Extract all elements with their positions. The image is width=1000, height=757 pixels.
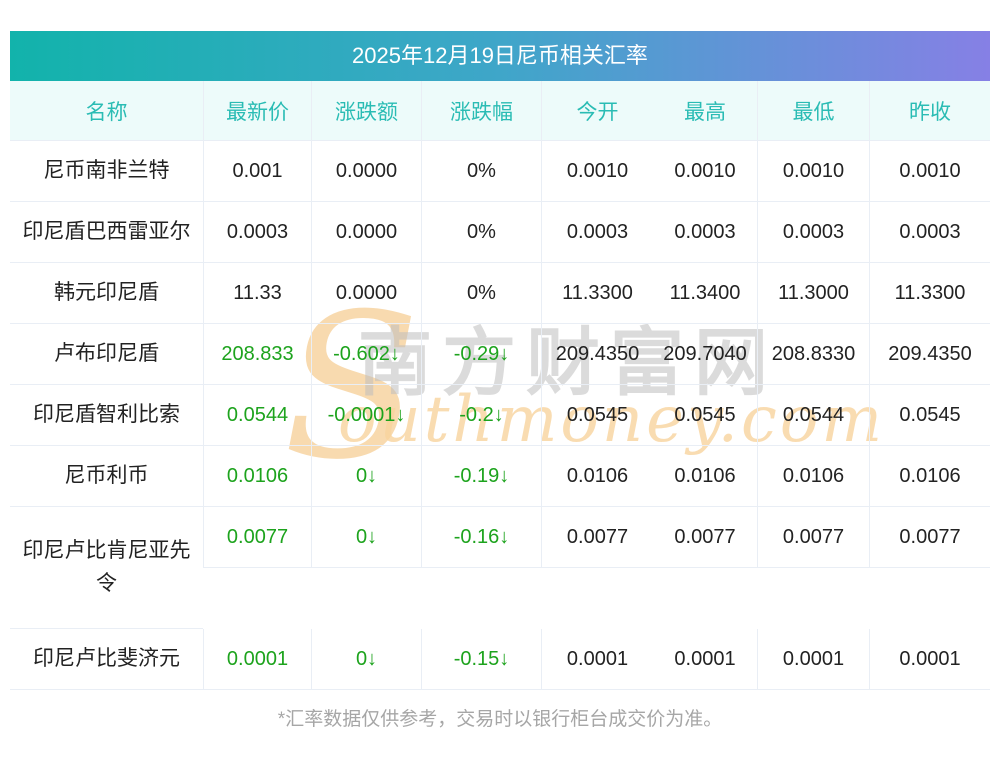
cell-pct: 0% <box>421 141 541 202</box>
cell-open: 11.3300 <box>541 263 653 324</box>
cell-low: 11.3000 <box>757 263 869 324</box>
cell-open: 0.0010 <box>541 141 653 202</box>
cell-high: 0.0003 <box>653 202 757 263</box>
cell-pct: 0% <box>421 202 541 263</box>
cell-high: 209.7040 <box>653 324 757 385</box>
cell-prev: 0.0010 <box>869 141 990 202</box>
cell-name: 韩元印尼盾 <box>10 263 203 324</box>
cell-prev: 0.0106 <box>869 446 990 507</box>
cell-change: 0.0000 <box>311 141 421 202</box>
cell-change: 0.0000 <box>311 263 421 324</box>
cell-open: 0.0077 <box>541 507 653 568</box>
cell-name: 印尼卢比斐济元 <box>10 629 203 690</box>
cell-latest: 208.833 <box>203 324 311 385</box>
table-title: 2025年12月19日尼币相关汇率 <box>10 31 990 81</box>
rates-table: 名称 最新价 涨跌额 涨跌幅 今开 最高 最低 昨收 尼币南非兰特 0.001 0.0000 0% 0.… <box>10 81 990 690</box>
cell-low: 0.0003 <box>757 202 869 263</box>
cell-open: 0.0545 <box>541 385 653 446</box>
cell-prev: 11.3300 <box>869 263 990 324</box>
cell-low: 0.0106 <box>757 446 869 507</box>
cell-latest: 0.0106 <box>203 446 311 507</box>
cell-high: 0.0001 <box>653 629 757 690</box>
column-header-pct: 涨跌幅 <box>421 81 541 141</box>
cell-low: 0.0077 <box>757 507 869 568</box>
cell-low: 0.0010 <box>757 141 869 202</box>
cell-change: 0.0000 <box>311 202 421 263</box>
cell-latest: 0.0001 <box>203 629 311 690</box>
cell-name: 尼币利币 <box>10 446 203 507</box>
cell-low: 0.0001 <box>757 629 869 690</box>
cell-latest: 11.33 <box>203 263 311 324</box>
cell-open: 0.0003 <box>541 202 653 263</box>
cell-prev: 209.4350 <box>869 324 990 385</box>
cell-name: 印尼盾巴西雷亚尔 <box>10 202 203 263</box>
cell-pct: -0.2↓ <box>421 385 541 446</box>
cell-latest: 0.001 <box>203 141 311 202</box>
cell-high: 11.3400 <box>653 263 757 324</box>
footnote: *汇率数据仅供参考，交易时以银行柜台成交价为准。 <box>277 709 723 730</box>
cell-name: 印尼盾智利比索 <box>10 385 203 446</box>
rates-table-container: 2025年12月19日尼币相关汇率 名称 最新价 涨跌额 涨跌幅 今开 最高 最低 昨收尼币南… <box>10 31 990 690</box>
cell-change: 0↓ <box>311 629 421 690</box>
cell-pct: -0.16↓ <box>421 507 541 568</box>
cell-low: 0.0544 <box>757 385 869 446</box>
column-header-latest: 最新价 <box>203 81 311 141</box>
row-spacer <box>203 568 990 629</box>
cell-change: -0.602↓ <box>311 324 421 385</box>
cell-name: 尼币南非兰特 <box>10 141 203 202</box>
cell-latest: 0.0544 <box>203 385 311 446</box>
column-header-high: 最高 <box>653 81 757 141</box>
cell-high: 0.0077 <box>653 507 757 568</box>
cell-name: 卢布印尼盾 <box>10 324 203 385</box>
cell-name: 印尼卢比肯尼亚先令 <box>10 507 203 629</box>
cell-pct: -0.15↓ <box>421 629 541 690</box>
cell-low: 208.8330 <box>757 324 869 385</box>
cell-open: 0.0106 <box>541 446 653 507</box>
cell-high: 0.0106 <box>653 446 757 507</box>
column-header-name: 名称 <box>10 81 203 141</box>
cell-open: 209.4350 <box>541 324 653 385</box>
column-header-open: 今开 <box>541 81 653 141</box>
cell-change: -0.0001↓ <box>311 385 421 446</box>
cell-latest: 0.0077 <box>203 507 311 568</box>
column-header-prev: 昨收 <box>869 81 990 141</box>
cell-prev: 0.0077 <box>869 507 990 568</box>
cell-pct: 0% <box>421 263 541 324</box>
cell-prev: 0.0003 <box>869 202 990 263</box>
cell-high: 0.0010 <box>653 141 757 202</box>
cell-prev: 0.0545 <box>869 385 990 446</box>
cell-high: 0.0545 <box>653 385 757 446</box>
cell-change: 0↓ <box>311 507 421 568</box>
cell-change: 0↓ <box>311 446 421 507</box>
cell-prev: 0.0001 <box>869 629 990 690</box>
cell-open: 0.0001 <box>541 629 653 690</box>
cell-pct: -0.19↓ <box>421 446 541 507</box>
column-header-change: 涨跌额 <box>311 81 421 141</box>
cell-pct: -0.29↓ <box>421 324 541 385</box>
cell-latest: 0.0003 <box>203 202 311 263</box>
column-header-low: 最低 <box>757 81 869 141</box>
